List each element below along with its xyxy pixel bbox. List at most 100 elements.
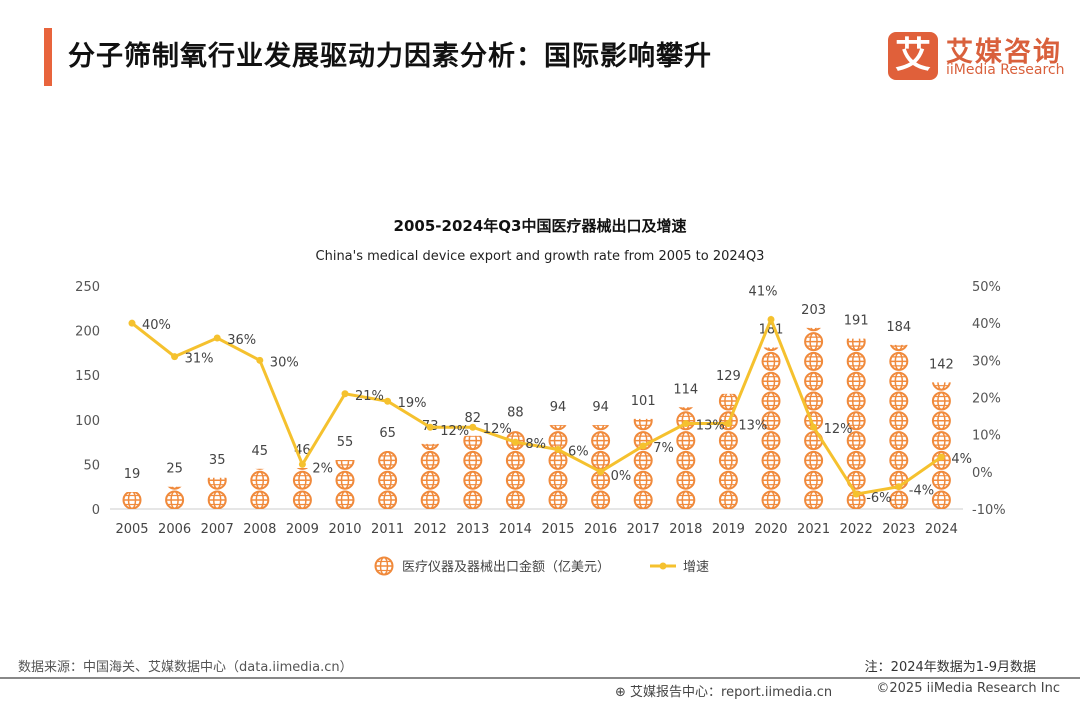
globe-icon bbox=[761, 431, 781, 451]
globe-icon bbox=[889, 490, 909, 510]
logo-en: iiMedia Research bbox=[946, 62, 1065, 78]
logo-cn: 艾媒咨询 bbox=[946, 37, 1062, 68]
growth-label: 7% bbox=[653, 441, 674, 456]
bar bbox=[378, 451, 398, 509]
globe-icon bbox=[292, 490, 312, 509]
growth-line bbox=[131, 315, 943, 496]
bar-label: 181 bbox=[759, 323, 784, 338]
globe-meridian bbox=[299, 467, 305, 470]
growth-point bbox=[128, 319, 136, 327]
bar bbox=[122, 492, 142, 510]
globe-icon bbox=[463, 450, 483, 470]
globe-icon bbox=[846, 371, 866, 391]
x-tick: 2008 bbox=[243, 522, 276, 537]
bar bbox=[207, 477, 227, 509]
legend-line-label: 增速 bbox=[683, 560, 709, 575]
globe-icon bbox=[633, 450, 653, 470]
globe-icon bbox=[420, 450, 440, 470]
bar bbox=[846, 338, 866, 509]
globe-icon bbox=[846, 431, 866, 451]
x-tick: 2023 bbox=[882, 522, 915, 537]
growth-label: 21% bbox=[355, 389, 384, 404]
globe-icon bbox=[591, 450, 611, 470]
growth-point bbox=[256, 356, 264, 364]
growth-label: 6% bbox=[568, 445, 589, 460]
globe-icon bbox=[718, 490, 738, 510]
globe-icon bbox=[846, 338, 866, 352]
bar-label: 94 bbox=[550, 400, 567, 415]
globe-icon bbox=[804, 332, 824, 352]
growth-point bbox=[341, 390, 349, 398]
growth-label: 0% bbox=[611, 469, 632, 484]
bar bbox=[335, 459, 355, 510]
chart: 2005-2024年Q3中国医疗器械出口及增速 China's medical … bbox=[75, 217, 1006, 576]
report-text: 艾媒报告中心：report.iimedia.cn bbox=[630, 685, 833, 700]
globe-meridian bbox=[596, 425, 605, 431]
growth-label: 40% bbox=[142, 318, 171, 333]
globe-icon bbox=[804, 391, 824, 411]
x-tick: 2017 bbox=[627, 522, 660, 537]
source-text: 数据来源：中国海关、艾媒数据中心（data.iimedia.cn） bbox=[18, 660, 353, 675]
globe-icon bbox=[207, 477, 227, 490]
globe-icon bbox=[548, 470, 568, 490]
globe-icon bbox=[806, 327, 821, 332]
globe-icon bbox=[761, 450, 781, 470]
globe-outline bbox=[421, 443, 440, 451]
growth-point bbox=[213, 334, 221, 342]
globe-meridian bbox=[426, 443, 435, 450]
globe-icon bbox=[505, 490, 525, 509]
globe-icon bbox=[931, 470, 951, 490]
globe-icon bbox=[761, 411, 781, 431]
bar bbox=[292, 467, 312, 509]
globe-icon bbox=[846, 450, 866, 470]
bar-label: 142 bbox=[929, 357, 954, 372]
y-right-tick: 40% bbox=[972, 317, 1001, 332]
globe-meridian bbox=[171, 486, 178, 490]
globe-icon bbox=[505, 470, 525, 490]
growth-point bbox=[937, 453, 945, 461]
bar bbox=[591, 425, 611, 510]
growth-label: 31% bbox=[185, 352, 214, 367]
x-tick: 2005 bbox=[115, 522, 148, 537]
growth-label: 12% bbox=[440, 424, 469, 439]
globe-meridian bbox=[682, 407, 689, 411]
x-tick: 2007 bbox=[201, 522, 234, 537]
growth-label: 12% bbox=[483, 422, 512, 437]
x-tick: 2010 bbox=[328, 522, 361, 537]
x-tick: 2024 bbox=[925, 522, 958, 537]
report-link[interactable]: ⊕ 艾媒报告中心：report.iimedia.cn bbox=[615, 681, 832, 700]
bar-label: 35 bbox=[209, 453, 226, 468]
page-title: 分子筛制氧行业发展驱动力因素分析：国际影响攀升 bbox=[68, 41, 712, 72]
growth-point bbox=[810, 423, 818, 431]
growth-label: -6% bbox=[866, 491, 891, 506]
growth-point bbox=[511, 438, 519, 446]
globe-icon bbox=[633, 418, 653, 431]
bar bbox=[761, 347, 781, 509]
globe-icon bbox=[763, 347, 779, 352]
globe-icon bbox=[633, 490, 653, 509]
x-tick: 2012 bbox=[414, 522, 447, 537]
globe-icon bbox=[165, 490, 185, 510]
globe-icon bbox=[463, 470, 483, 490]
globe-icon bbox=[889, 391, 909, 411]
globe-icon bbox=[846, 411, 866, 431]
y-right-tick: 20% bbox=[972, 392, 1001, 407]
bar-label: 55 bbox=[337, 435, 354, 450]
y-right-tick: 50% bbox=[972, 280, 1001, 295]
y-left-tick: 250 bbox=[75, 280, 100, 295]
globe-icon bbox=[374, 556, 394, 576]
y-left-tick: 0 bbox=[92, 503, 100, 518]
globe-icon bbox=[505, 450, 525, 470]
globe-icon bbox=[420, 470, 440, 490]
globe-icon bbox=[676, 490, 696, 510]
globe-icon bbox=[335, 459, 355, 470]
bar-label: 191 bbox=[844, 314, 869, 329]
y-left-tick: 100 bbox=[75, 414, 100, 429]
globe-icon bbox=[250, 470, 270, 490]
globe-outline bbox=[931, 382, 951, 391]
globe-icon bbox=[889, 371, 909, 391]
globe-icon bbox=[889, 431, 909, 451]
y-right-tick: 0% bbox=[972, 466, 993, 481]
globe-icon bbox=[420, 490, 440, 509]
